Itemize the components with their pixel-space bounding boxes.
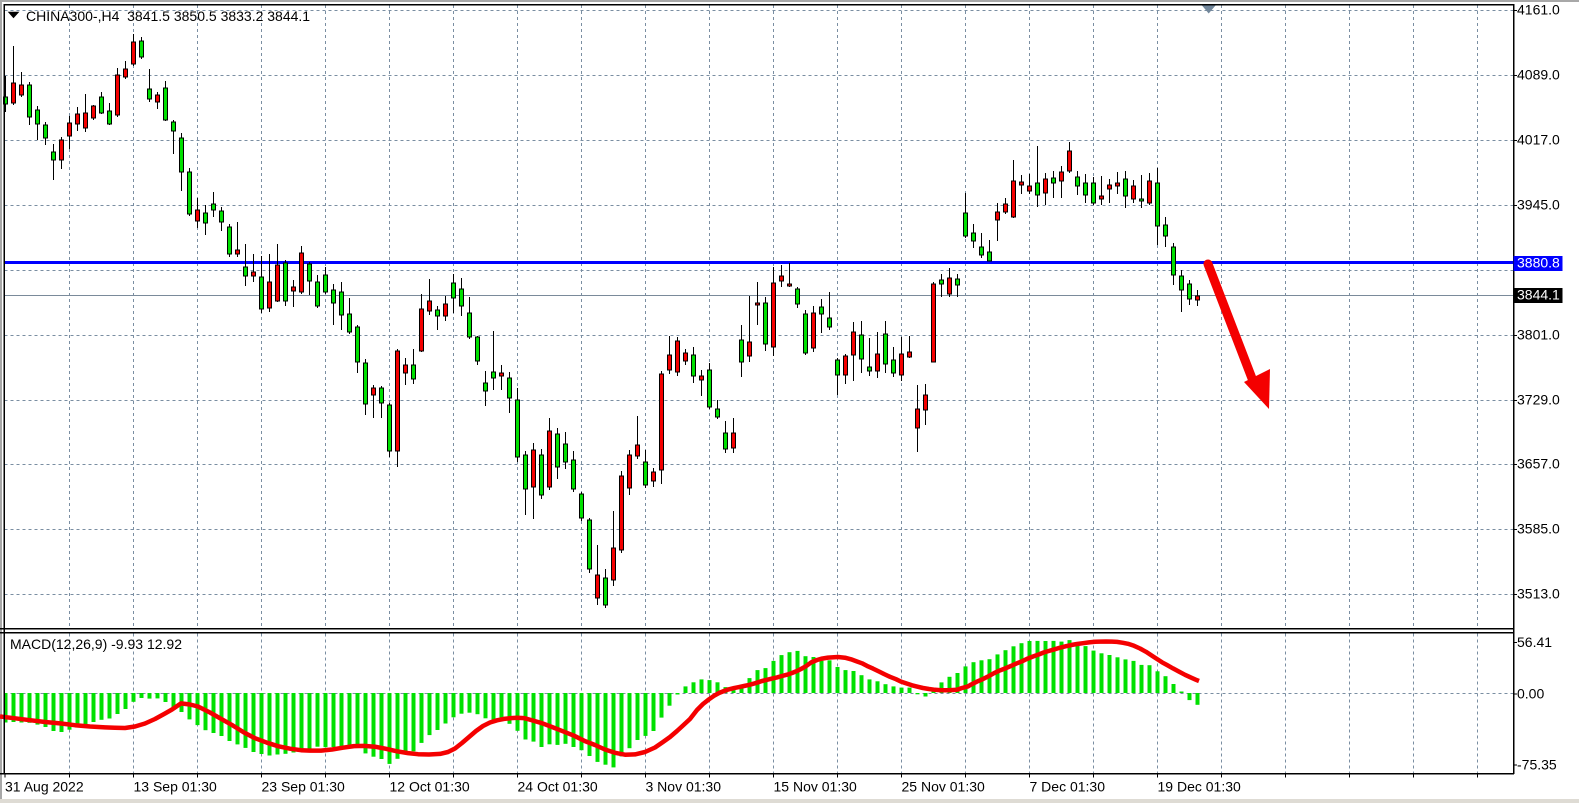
svg-text:7 Dec 01:30: 7 Dec 01:30 <box>1030 779 1106 795</box>
svg-text:3729.0: 3729.0 <box>1517 392 1560 408</box>
svg-text:19 Dec 01:30: 19 Dec 01:30 <box>1158 779 1241 795</box>
svg-text:3945.0: 3945.0 <box>1517 197 1560 213</box>
svg-text:3585.0: 3585.0 <box>1517 521 1560 537</box>
svg-text:0.00: 0.00 <box>1517 686 1544 702</box>
svg-text:3880.8: 3880.8 <box>1517 255 1560 271</box>
svg-text:13 Sep 01:30: 13 Sep 01:30 <box>134 779 218 795</box>
svg-text:3801.0: 3801.0 <box>1517 327 1560 343</box>
svg-text:4161.0: 4161.0 <box>1517 2 1560 18</box>
svg-text:3657.0: 3657.0 <box>1517 456 1560 472</box>
svg-text:12 Oct 01:30: 12 Oct 01:30 <box>390 779 470 795</box>
svg-text:3844.1: 3844.1 <box>1517 287 1560 303</box>
svg-text:MACD(12,26,9) -9.93 12.92: MACD(12,26,9) -9.93 12.92 <box>10 636 182 652</box>
svg-text:4089.0: 4089.0 <box>1517 67 1560 83</box>
svg-text:3 Nov 01:30: 3 Nov 01:30 <box>646 779 722 795</box>
svg-text:-75.35: -75.35 <box>1517 757 1557 773</box>
svg-text:56.41: 56.41 <box>1517 634 1552 650</box>
svg-text:4017.0: 4017.0 <box>1517 132 1560 148</box>
svg-text:24 Oct 01:30: 24 Oct 01:30 <box>518 779 598 795</box>
svg-text:15 Nov 01:30: 15 Nov 01:30 <box>774 779 857 795</box>
svg-text:25 Nov 01:30: 25 Nov 01:30 <box>902 779 985 795</box>
svg-text:3513.0: 3513.0 <box>1517 586 1560 602</box>
svg-text:31 Aug 2022: 31 Aug 2022 <box>5 779 84 795</box>
svg-text:23 Sep 01:30: 23 Sep 01:30 <box>262 779 346 795</box>
svg-text:CHINA300-,H4 3841.5 3850.5 38: CHINA300-,H4 3841.5 3850.5 3833.2 3844.1 <box>26 8 310 24</box>
